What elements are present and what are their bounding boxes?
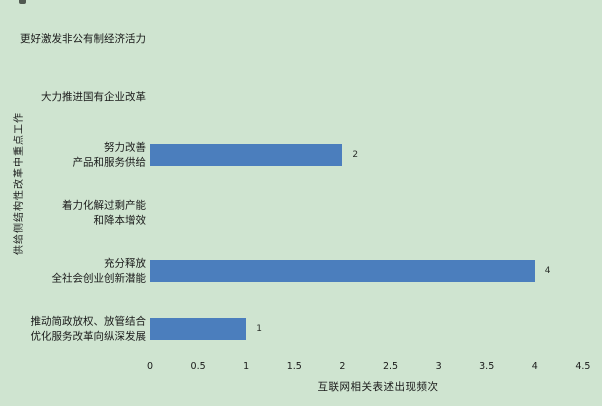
chart-row: 更好激发非公有制经济活力 <box>0 10 602 68</box>
category-label: 大力推进国有企业改革 <box>41 90 146 103</box>
category-label: 努力改善 产品和服务供给 <box>72 141 147 169</box>
bar <box>150 318 247 340</box>
category-label: 推动简政放权、放管结合 优化服务改革向纵深发展 <box>30 315 147 343</box>
x-tick-label: 1.5 <box>286 361 302 372</box>
x-tick-label: 2 <box>339 361 346 372</box>
x-tick-label: 0.5 <box>190 361 206 372</box>
x-tick-label: 3 <box>435 361 442 372</box>
bar-area: 2 <box>0 126 602 184</box>
chart-row: 推动简政放权、放管结合 优化服务改革向纵深发展 1 <box>0 300 602 358</box>
bar-value-label: 2 <box>352 150 359 160</box>
category-label: 充分释放 全社会创业创新潜能 <box>51 257 147 285</box>
x-axis-title: 互联网相关表述出现频次 <box>317 381 439 393</box>
x-tick-label: 1 <box>243 361 250 372</box>
plot-area: 更好激发非公有制经济活力 大力推进国有企业改革 努力改善 产品和服务供给 2 着力… <box>0 10 602 358</box>
x-tick-label: 4.5 <box>575 361 591 372</box>
chart-row: 努力改善 产品和服务供给 2 <box>0 126 602 184</box>
x-tick-label: 4 <box>531 361 538 372</box>
bar-area: 4 <box>0 242 602 300</box>
bar-value-label: 4 <box>544 266 551 276</box>
bar <box>150 260 535 282</box>
chart-row: 大力推进国有企业改革 <box>0 68 602 126</box>
bar <box>150 144 343 166</box>
chart-row: 充分释放 全社会创业创新潜能 4 <box>0 242 602 300</box>
x-tick-label: 3.5 <box>479 361 495 372</box>
x-tick-label: 2.5 <box>382 361 399 372</box>
x-tick-label: 0 <box>146 361 154 372</box>
chart-row: 着力化解过剩产能 和降本增效 <box>0 184 602 242</box>
category-label: 更好激发非公有制经济活力 <box>20 32 146 45</box>
category-label: 着力化解过剩产能 和降本增效 <box>62 199 146 227</box>
bar-value-label: 1 <box>256 324 262 334</box>
bar-area: 1 <box>0 300 602 358</box>
stray-mark <box>19 0 26 4</box>
